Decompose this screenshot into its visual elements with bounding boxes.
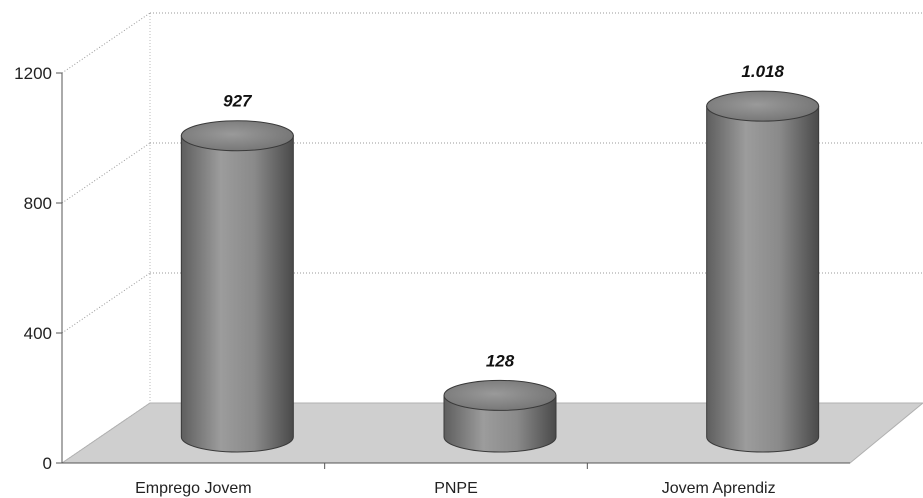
data-label: 927	[223, 92, 253, 111]
y-tick-label: 800	[24, 194, 52, 213]
y-tick-label: 0	[43, 454, 52, 473]
bar-body	[180, 135, 294, 453]
bar-2	[706, 90, 820, 453]
x-tick-label: PNPE	[434, 480, 478, 497]
bar-top	[443, 379, 557, 411]
y-tick-label: 400	[24, 324, 52, 343]
gridline-side	[61, 272, 151, 334]
bar-0	[180, 120, 294, 453]
bar-top	[706, 90, 820, 122]
gridline-side	[61, 12, 151, 74]
bar-1	[443, 379, 557, 453]
x-tick-label: Jovem Aprendiz	[662, 480, 776, 497]
y-tick-label: 1200	[14, 64, 52, 83]
data-label: 1.018	[741, 62, 784, 81]
gridline-side	[61, 142, 151, 204]
bar-top	[180, 120, 294, 152]
x-tick-label: Emprego Jovem	[135, 480, 252, 497]
bar-body	[443, 394, 557, 453]
bar-body	[706, 105, 820, 453]
data-label: 128	[486, 351, 515, 370]
